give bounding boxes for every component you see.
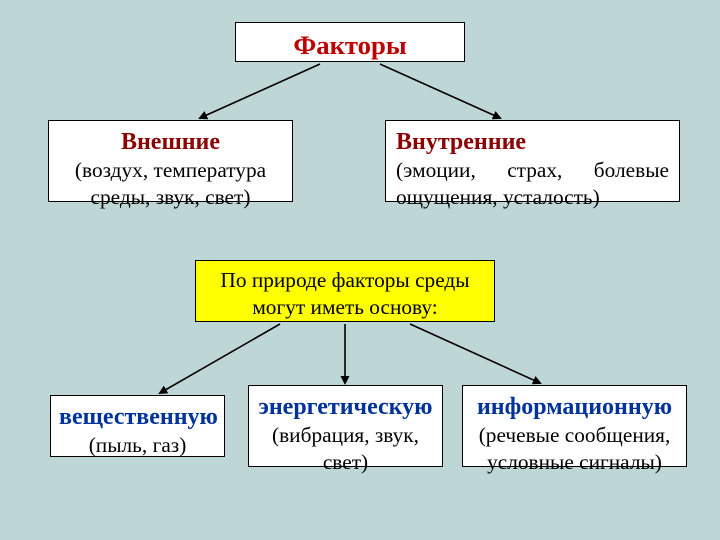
energetic-body: (вибрация, звук, свет) [272,423,419,474]
node-informational: информационную (речевые сообщения, услов… [462,385,687,467]
internal-title: Внутренние [396,129,526,155]
edge-basis-informational [410,324,540,383]
basis-line1: По природе факторы среды [220,268,469,292]
material-body: (пыль, газ) [89,433,187,457]
informational-title: информационную [477,394,672,420]
diagram-canvas: Факторы Внешние (воздух, температура сре… [0,0,720,540]
factors-title: Факторы [293,30,406,60]
informational-body: (речевые сообщения, условные сигналы) [479,423,671,474]
edge-basis-material [160,324,280,393]
energetic-title: энергетическую [258,394,432,420]
internal-body: (эмоции, страх, болевые ощущения, устало… [396,158,669,209]
edge-factors-external [200,64,320,118]
edge-factors-internal [380,64,500,118]
node-basis: По природе факторы среды могут иметь осн… [195,260,495,322]
node-external: Внешние (воздух, температура среды, звук… [48,120,293,202]
node-internal: Внутренние (эмоции, страх, болевые ощуще… [385,120,680,202]
basis-line2: могут иметь основу: [252,295,437,319]
node-material: вещественную (пыль, газ) [50,395,225,457]
external-title: Внешние [121,129,220,155]
node-energetic: энергетическую (вибрация, звук, свет) [248,385,443,467]
material-title: вещественную [59,404,218,430]
external-body: (воздух, температура среды, звук, свет) [75,158,266,209]
node-factors: Факторы [235,22,465,62]
